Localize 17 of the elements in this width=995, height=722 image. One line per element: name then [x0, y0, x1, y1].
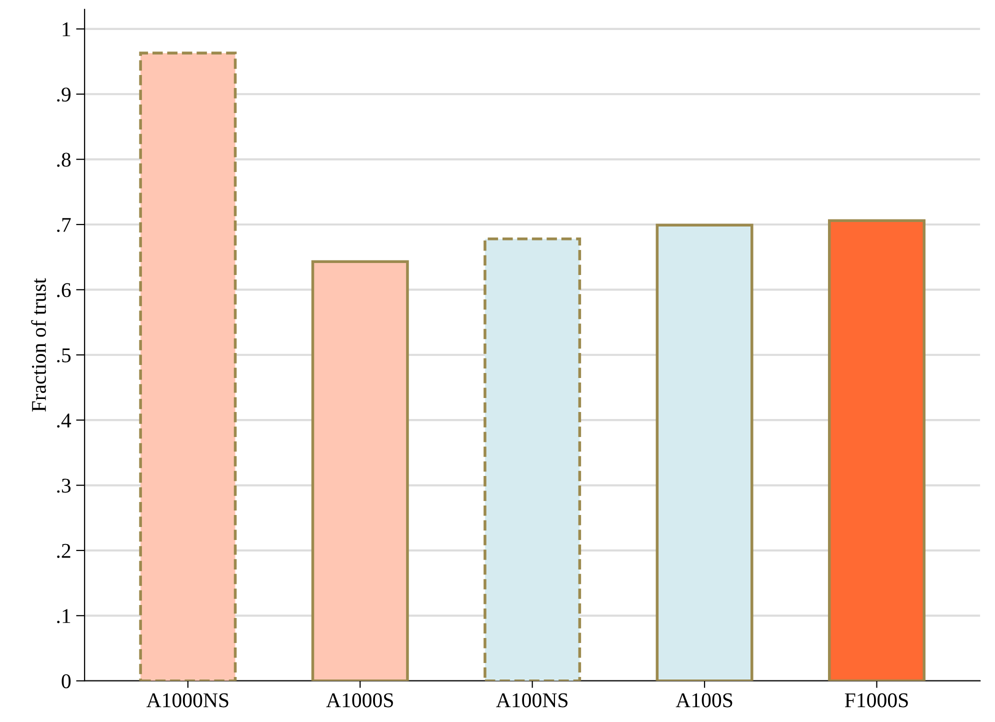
y-tick-label: .6: [57, 283, 71, 298]
y-tick-label: 1: [62, 22, 70, 36]
y-tick-label: .9: [57, 88, 71, 102]
y-tick-label: .5: [57, 348, 71, 362]
y-axis-title: Fraction of trust: [31, 278, 46, 412]
y-tick-label: .8: [57, 152, 71, 167]
x-tick-label: F1000S: [844, 693, 908, 708]
x-tick-label: A1000S: [326, 693, 393, 708]
y-tick-label: .2: [57, 544, 70, 558]
y-tick-label: .1: [57, 609, 70, 624]
x-tick-label: A100NS: [496, 693, 568, 708]
y-tick-label: .4: [57, 414, 72, 428]
y-tick-label: .7: [57, 218, 71, 232]
y-tick-label: .3: [57, 478, 71, 493]
y-tick-label: 0: [62, 674, 71, 688]
x-tick-label: A1000NS: [146, 693, 228, 708]
x-tick-label: A100S: [676, 693, 732, 708]
